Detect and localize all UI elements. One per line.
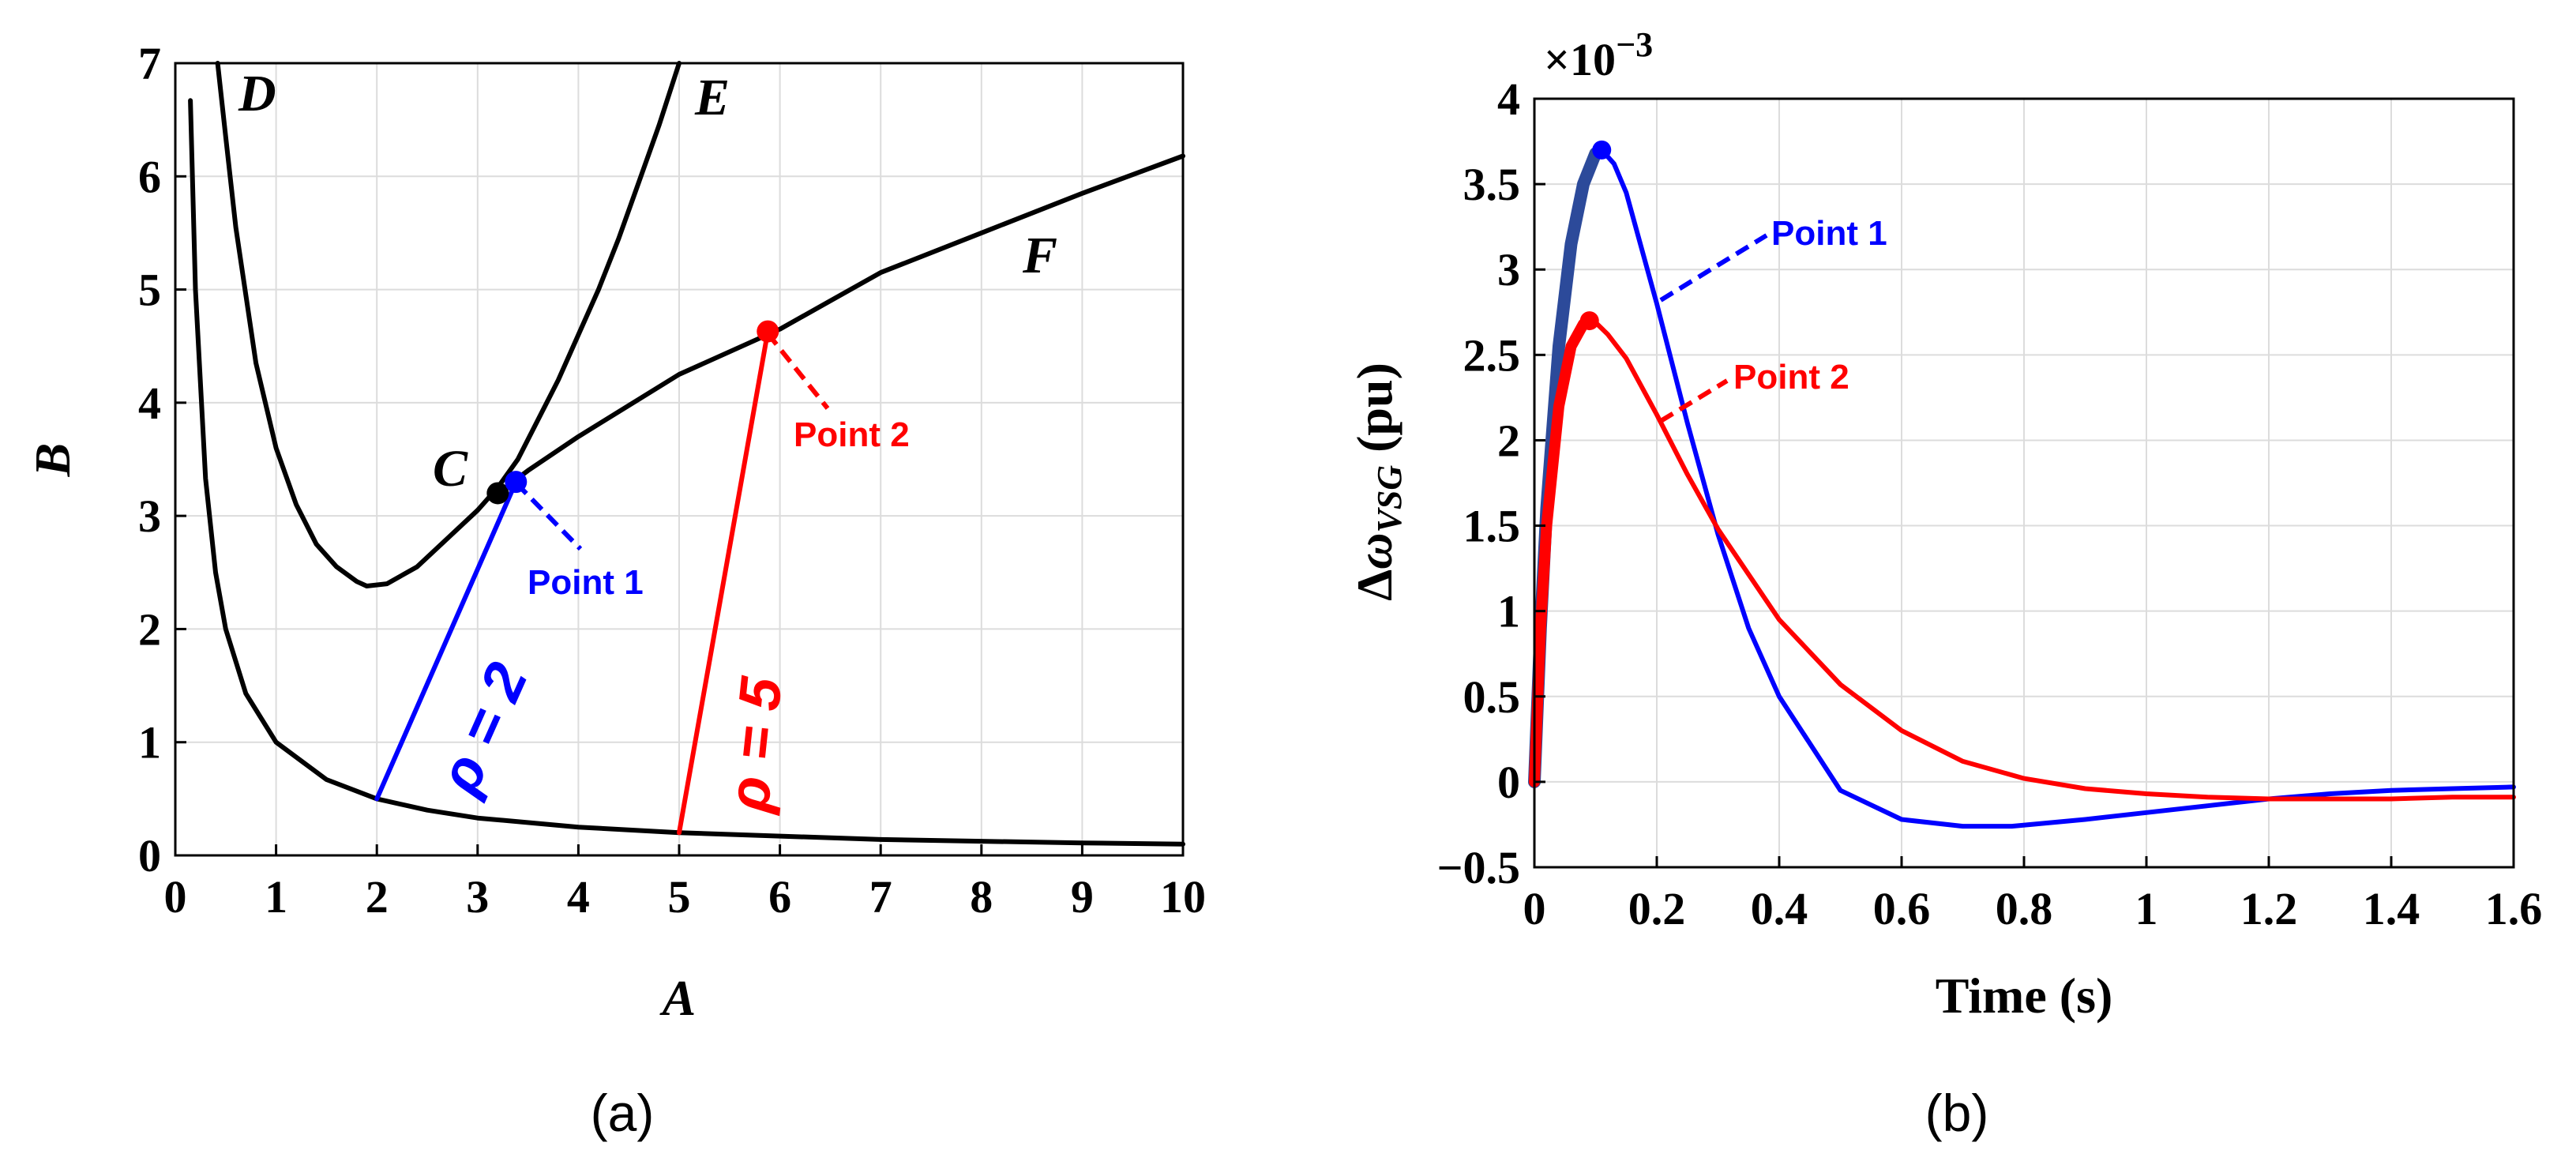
panel-a-ticks: 0 1 2 3 4 5 6 7 8 9 10 0 1 2 3 4 5 6 7 [138,38,1206,923]
marker-point-2 [757,320,779,343]
y-tick-label: 0 [138,830,161,881]
y-tick-label: 6 [138,151,161,202]
x-axis-label-a: A [659,970,697,1026]
series-line-rho-2 [374,479,519,802]
x-tick-label: 4 [567,871,590,923]
x-tick-label: 0.2 [1628,883,1686,934]
x-tick-label: 1.2 [2240,883,2298,934]
curve-label-d: D [238,65,276,122]
x-tick-label: 0.6 [1873,883,1931,934]
y-tick-label: 3 [1497,244,1520,295]
series-line-rho-5 [677,329,771,836]
point1-label-b: Point 1 [1771,214,1887,253]
y-tick-label: 3 [138,490,161,542]
y-tick-label: 4 [138,378,161,429]
x-tick-label: 2 [366,871,389,923]
y-tick-label: 4 [1497,73,1520,125]
x-tick-label: 1.4 [2363,883,2420,934]
y-tick-label: 2 [138,603,161,655]
point2-leader-a [765,332,830,410]
caption-b: (b) [1925,1084,1989,1142]
y-multiplier-exponent: −3 [1616,25,1653,64]
x-tick-label: 1 [265,871,287,923]
y-multiplier: ×10−3 [1544,25,1653,85]
x-tick-label: 5 [668,871,691,923]
y-tick-label: −0.5 [1436,842,1520,893]
y-tick-label: 2 [1497,415,1520,466]
curve-label-c: C [433,440,468,498]
series-line-point-2-rise [1529,315,1595,787]
x-tick-label: 0 [1523,883,1546,934]
point2-leader-b [1659,378,1729,423]
series-line-point-1-rise [1528,143,1609,788]
series-line-lower-boundary [188,98,1185,847]
y-tick-label: 0 [1497,757,1520,808]
panel-b-ticks: 0 0.2 0.4 0.6 0.8 1 1.2 1.4 1.6−0.500.511.522.53… [1436,73,2542,934]
x-axis-label-b: Time (s) [1936,968,2113,1024]
x-tick-label: 9 [1071,871,1094,923]
rho5-label: ρ = 5 [715,673,794,817]
curve-label-f: F [1022,227,1057,284]
series-line-f [495,153,1185,496]
y-axis-label-b: ΔωVSG (pu) [1346,363,1409,601]
y-axis-unit: (pu) [1346,363,1403,465]
marker-c [486,482,509,505]
marker-point-1-peak [1592,140,1612,160]
point1-leader-b [1659,233,1768,303]
x-tick-label: 6 [768,871,791,923]
x-tick-label: 0.8 [1996,883,2053,934]
x-tick-label: 0.4 [1751,883,1808,934]
x-tick-label: 1 [2135,883,2158,934]
point2-label-b: Point 2 [1733,358,1849,396]
y-tick-label: 3.5 [1463,159,1521,210]
x-tick-label: 0 [164,871,187,923]
point1-leader-a [514,481,583,551]
marker-point-2-peak [1579,311,1599,331]
y-tick-label: 7 [138,38,161,89]
y-tick-label: 0.5 [1463,671,1521,723]
y-tick-label: 1.5 [1463,501,1521,552]
point1-label-a: Point 1 [528,563,644,602]
curve-label-e: E [694,69,730,126]
y-axis-omega: ω [1346,533,1403,569]
rho2-label: ρ = 2 [425,653,540,804]
y-axis-subscript: VSG [1370,465,1409,533]
caption-a: (a) [591,1084,655,1142]
x-tick-label: 10 [1160,871,1206,923]
x-tick-label: 7 [869,871,892,923]
y-tick-label: 2.5 [1463,329,1521,381]
series-line-d [215,61,682,588]
panel-a-grid [175,62,1184,856]
panel-a: 0 1 2 3 4 5 6 7 8 9 10 0 1 2 3 4 5 6 7 D E F C Point 1 Poi… [24,38,1206,1142]
panel-a-series [188,61,1185,847]
y-axis-label-a: B [24,443,81,478]
panel-b-grid [1534,98,2514,868]
x-tick-label: 8 [970,871,993,923]
panel-b: 0 0.2 0.4 0.6 0.8 1 1.2 1.4 1.6−0.500.511.522.53… [1346,25,2542,1142]
y-tick-label: 5 [138,265,161,316]
x-tick-label: 1.6 [2485,883,2543,934]
point2-label-a: Point 2 [794,415,910,454]
y-tick-label: 1 [1497,586,1520,637]
x-tick-label: 3 [466,871,489,923]
panel-b-points [1579,140,1612,331]
y-tick-label: 1 [138,717,161,769]
